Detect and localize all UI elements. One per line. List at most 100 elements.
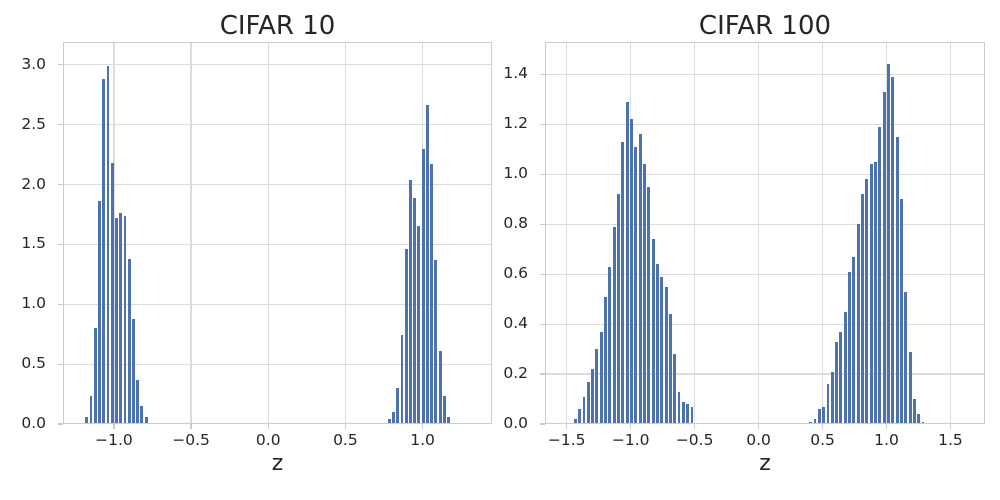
x-tick-mark: [344, 424, 347, 429]
y-tick-label: 0.5: [21, 354, 46, 373]
histogram-bar: [85, 416, 89, 424]
histogram-bar: [848, 271, 851, 424]
histogram-bar: [123, 215, 127, 424]
plot-title-cifar100: CIFAR 100: [698, 11, 832, 41]
gridline-horizontal: [545, 373, 985, 375]
y-tick-label: 0.4: [503, 314, 528, 333]
y-tick-label: 2.0: [21, 174, 46, 193]
histogram-bar: [839, 331, 843, 424]
y-tick-label: 0.8: [503, 214, 528, 233]
gridline-horizontal: [63, 124, 492, 126]
x-axis-label: z: [271, 451, 284, 476]
histogram-bar: [387, 419, 391, 424]
histogram-bar: [400, 335, 404, 424]
histogram-bar: [686, 404, 690, 424]
y-tick-mark: [58, 243, 63, 246]
y-tick-mark: [540, 123, 545, 126]
y-tick-mark: [540, 73, 545, 76]
gridline-vertical: [949, 42, 952, 424]
gridline-horizontal: [63, 303, 492, 305]
histogram-bar: [668, 314, 672, 424]
histogram-bar: [102, 79, 106, 424]
histogram-bar: [625, 101, 629, 424]
y-tick-mark: [540, 323, 545, 325]
histogram-bar: [617, 194, 620, 424]
histogram-bar: [843, 311, 847, 424]
histogram-bar: [856, 224, 860, 424]
axes-frame: [545, 42, 985, 424]
histogram-bar: [578, 409, 582, 424]
y-tick-label: 3.0: [21, 54, 46, 73]
histogram-bar: [874, 161, 877, 424]
histogram-bar: [835, 341, 838, 424]
x-tick-label: 1.5: [938, 431, 963, 449]
gridline-vertical: [566, 42, 568, 424]
plot-title-cifar10: CIFAR 10: [219, 11, 336, 41]
histogram-bar: [861, 194, 864, 424]
histogram-bar: [582, 396, 586, 424]
histogram-bar: [425, 105, 429, 424]
histogram-bar: [595, 349, 599, 424]
histogram-bar: [887, 64, 890, 424]
x-axis-label: z: [759, 451, 771, 476]
histogram-bar: [826, 384, 830, 424]
x-tick-mark: [113, 424, 115, 429]
histogram-bar: [144, 416, 148, 424]
histogram-bar: [442, 396, 446, 424]
y-tick-mark: [58, 64, 63, 66]
y-tick-mark: [58, 183, 63, 186]
x-tick-label: −0.5: [172, 431, 210, 449]
y-tick-mark: [540, 423, 545, 425]
y-tick-mark: [58, 363, 63, 365]
x-tick-mark: [949, 424, 952, 429]
gridline-horizontal: [63, 363, 492, 365]
histogram-bar: [878, 126, 882, 424]
x-tick-label: −1.0: [611, 431, 650, 449]
x-tick-label: 0.0: [255, 431, 281, 449]
x-tick-label: −1.5: [547, 431, 586, 449]
histogram-bar: [98, 201, 101, 424]
histogram-bar: [447, 416, 450, 424]
gridline-vertical: [113, 42, 115, 424]
histogram-bar: [106, 65, 110, 424]
histogram-bar: [119, 213, 123, 424]
histogram-bar: [430, 164, 434, 424]
gridline-vertical: [190, 42, 192, 424]
y-tick-mark: [58, 124, 63, 126]
histogram-bar: [586, 381, 590, 424]
histogram-bar: [417, 226, 421, 424]
axes-frame: [63, 42, 492, 424]
histogram-bar: [396, 388, 400, 424]
histogram-bar: [656, 264, 659, 424]
histogram-bar: [409, 179, 412, 424]
gridline-horizontal: [63, 64, 492, 66]
histogram-bar: [822, 406, 826, 424]
histogram-bar: [404, 249, 408, 424]
histogram-bar: [865, 179, 869, 424]
y-tick-mark: [540, 373, 545, 375]
histogram-bar: [904, 291, 908, 424]
histogram-bar: [89, 396, 93, 424]
x-tick-mark: [566, 424, 568, 429]
y-tick-label: 1.4: [503, 64, 528, 83]
gridline-vertical: [885, 42, 888, 424]
x-tick-mark: [885, 424, 888, 429]
histogram-bar: [132, 318, 135, 424]
histogram-bar: [681, 401, 685, 424]
y-tick-mark: [540, 173, 545, 176]
y-tick-mark: [58, 303, 63, 305]
histogram-bar: [110, 162, 114, 424]
gridline-vertical: [344, 42, 347, 424]
histogram-bar: [604, 296, 607, 424]
histogram-bar: [647, 186, 651, 424]
x-tick-mark: [630, 424, 632, 429]
gridline-horizontal: [545, 73, 985, 76]
histogram-bar: [599, 331, 603, 424]
histogram-bar: [621, 141, 625, 424]
histogram-bar: [912, 399, 916, 424]
x-tick-mark: [694, 424, 696, 429]
x-tick-label: 1.0: [410, 431, 435, 449]
x-tick-mark: [267, 424, 269, 429]
histogram-bar: [809, 421, 813, 424]
histogram-bar: [413, 197, 417, 424]
